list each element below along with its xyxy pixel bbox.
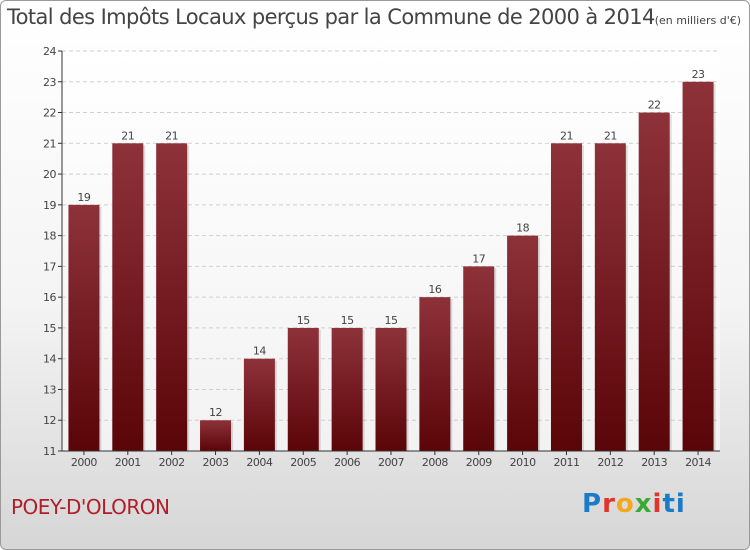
chart-title-unit: (en milliers d'€)	[654, 14, 742, 27]
ytick-label: 12	[43, 414, 56, 427]
ytick-label: 13	[43, 383, 56, 396]
xtick-label: 2003	[203, 456, 229, 469]
xtick-label: 2013	[641, 456, 667, 469]
ytick-label: 18	[43, 230, 56, 243]
xtick-label: 2005	[290, 456, 316, 469]
xtick-label: 2012	[597, 456, 623, 469]
bar-2013	[638, 112, 670, 452]
xtick-label: 2001	[115, 456, 141, 469]
xtick-label: 2014	[685, 456, 711, 469]
data-label: 16	[428, 283, 441, 296]
ytick-label: 11	[43, 445, 56, 458]
bar-2014	[682, 81, 714, 452]
bar-2011	[550, 143, 582, 452]
proxiti-logo: Proxiti	[582, 489, 686, 519]
data-label: 19	[77, 191, 90, 204]
data-label: 21	[165, 129, 178, 142]
data-label: 17	[472, 252, 485, 265]
data-label: 15	[385, 314, 398, 327]
ytick-label: 20	[43, 168, 56, 181]
data-label: 22	[648, 99, 661, 112]
xtick-label: 2006	[334, 456, 360, 469]
xtick-label: 2007	[378, 456, 404, 469]
bar-2005	[287, 327, 319, 451]
data-label: 15	[341, 314, 354, 327]
chart-title-text: Total des Impôts Locaux perçus par la Co…	[7, 5, 655, 29]
bar-2000	[68, 204, 100, 451]
bar-2001	[112, 143, 144, 452]
ytick-label: 17	[43, 260, 56, 273]
ytick-label: 19	[43, 199, 56, 212]
tick-labels: 11 12 13 14 15 16 17 18 19 20 21 22 23 24 19 2000 21 2001…	[43, 45, 712, 469]
ytick-label: 24	[43, 45, 56, 58]
data-label: 21	[121, 129, 134, 142]
xtick-label: 2002	[159, 456, 185, 469]
ytick-label: 22	[43, 107, 56, 120]
data-label: 18	[516, 222, 529, 235]
xtick-label: 2008	[422, 456, 448, 469]
ytick-label: 15	[43, 322, 56, 335]
xtick-label: 2011	[553, 456, 579, 469]
bar-2006	[331, 327, 363, 451]
bar-2007	[375, 327, 407, 451]
data-label: 21	[560, 129, 573, 142]
bar-2009	[463, 266, 495, 451]
bar-2008	[419, 297, 451, 451]
xtick-label: 2009	[466, 456, 492, 469]
bar-2003	[200, 420, 232, 451]
chart-title: Total des Impôts Locaux perçus par la Co…	[7, 5, 741, 29]
commune-name: POEY-D'OLORON	[11, 495, 170, 519]
bar-series	[68, 81, 716, 452]
ytick-label: 23	[43, 76, 56, 89]
bar-2004	[243, 358, 275, 451]
data-label: 14	[253, 345, 266, 358]
data-label: 12	[209, 406, 222, 419]
data-label: 21	[604, 129, 617, 142]
ytick-label: 14	[43, 353, 56, 366]
data-label: 15	[297, 314, 310, 327]
xtick-label: 2004	[246, 456, 272, 469]
bar-2002	[156, 143, 188, 452]
ytick-label: 21	[43, 137, 56, 150]
bar-2012	[594, 143, 626, 452]
bar-2010	[507, 235, 539, 451]
xtick-label: 2010	[510, 456, 536, 469]
data-label: 23	[692, 68, 705, 81]
ytick-label: 16	[43, 291, 56, 304]
xtick-label: 2000	[71, 456, 97, 469]
